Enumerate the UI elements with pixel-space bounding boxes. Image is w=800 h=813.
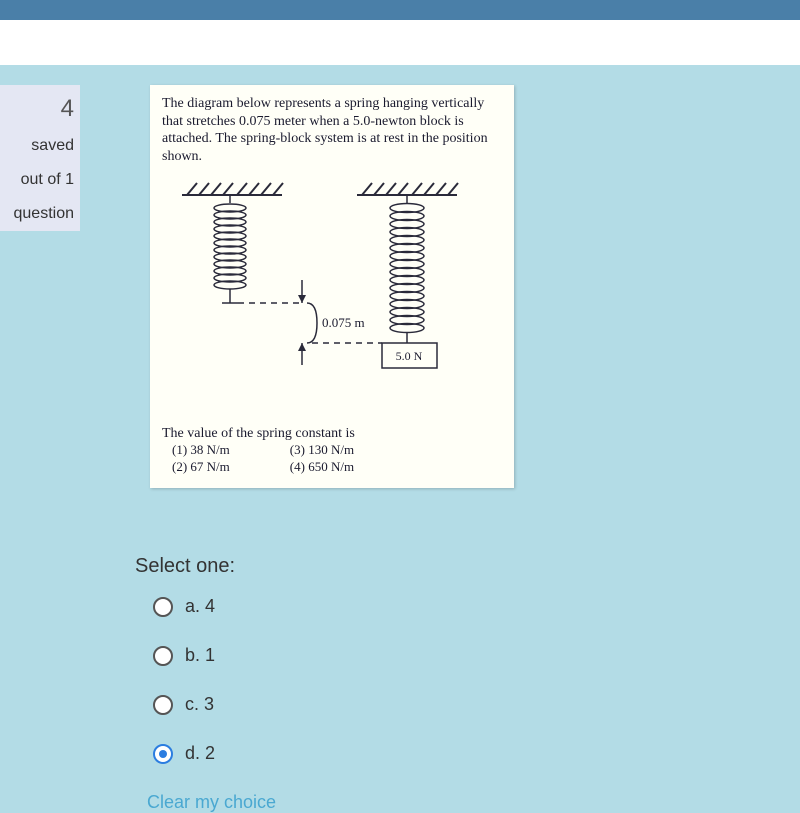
displacement-label: 0.075 m <box>322 315 365 330</box>
option-d[interactable]: d. 2 <box>153 743 276 764</box>
flag-question[interactable]: question <box>0 197 80 231</box>
opt-3: (3) 130 N/m <box>290 442 354 459</box>
opt-4: (4) 650 N/m <box>290 459 354 476</box>
top-bar <box>0 0 800 20</box>
option-b-label: b. 1 <box>185 645 215 666</box>
weight-label: 5.0 N <box>396 349 423 363</box>
radio-d-icon[interactable] <box>153 744 173 764</box>
radio-b-icon[interactable] <box>153 646 173 666</box>
opt-1: (1) 38 N/m <box>172 442 230 459</box>
answer-select-block: Select one: a. 4 b. 1 c. 3 d. 2 Clear my… <box>135 555 276 813</box>
question-prompt: The value of the spring constant is <box>162 426 502 442</box>
opt-2: (2) 67 N/m <box>172 459 230 476</box>
option-c-label: c. 3 <box>185 694 214 715</box>
question-intro: The diagram below represents a spring ha… <box>162 95 502 165</box>
option-d-label: d. 2 <box>185 743 215 764</box>
white-gap <box>0 20 800 65</box>
marks-out-of: out of 1 <box>0 163 80 197</box>
radio-c-icon[interactable] <box>153 695 173 715</box>
select-one-label: Select one: <box>135 555 276 578</box>
question-number: 4 <box>0 85 80 129</box>
save-status: saved <box>0 129 80 163</box>
clear-choice-link[interactable]: Clear my choice <box>147 792 276 813</box>
option-c[interactable]: c. 3 <box>153 694 276 715</box>
question-card: The diagram below represents a spring ha… <box>150 85 514 488</box>
radio-a-icon[interactable] <box>153 597 173 617</box>
option-b[interactable]: b. 1 <box>153 645 276 666</box>
option-a-label: a. 4 <box>185 596 215 617</box>
question-nav-sidebar: 4 saved out of 1 question <box>0 85 80 231</box>
spring-diagram: 5.0 N 0.075 m <box>162 175 482 415</box>
option-a[interactable]: a. 4 <box>153 596 276 617</box>
answer-key-options: (1) 38 N/m (2) 67 N/m (3) 130 N/m (4) 65… <box>162 442 502 476</box>
